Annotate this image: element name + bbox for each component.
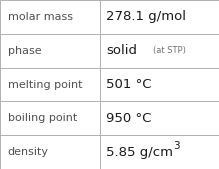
Text: 5.85 g/cm: 5.85 g/cm [106,146,173,159]
Text: phase: phase [8,46,41,56]
Text: melting point: melting point [8,79,82,90]
Text: density: density [8,147,49,157]
Text: 278.1 g/mol: 278.1 g/mol [106,10,186,23]
Text: boiling point: boiling point [8,113,77,123]
Text: solid: solid [106,44,137,57]
Text: molar mass: molar mass [8,12,73,22]
Text: 3: 3 [173,141,180,151]
Text: (at STP): (at STP) [153,46,186,55]
Text: 950 °C: 950 °C [106,112,152,125]
Text: 501 °C: 501 °C [106,78,152,91]
